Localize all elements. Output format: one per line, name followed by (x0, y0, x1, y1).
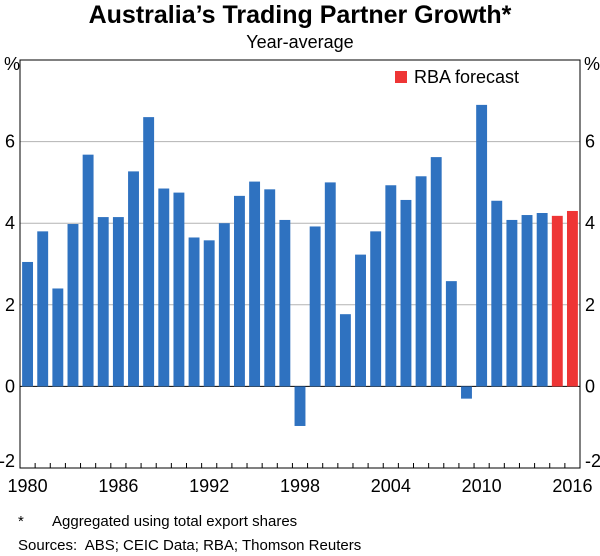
bar-1986 (112, 217, 124, 387)
bar-1985 (97, 217, 109, 387)
bar-2009 (461, 386, 472, 399)
y-tick-label-left: -2 (0, 451, 15, 471)
y-tick-label-left: 0 (5, 376, 15, 396)
bar-1984 (82, 154, 94, 387)
y-tick-label-right: -2 (585, 451, 600, 471)
bar-2001 (339, 314, 351, 387)
legend-swatch-forecast (395, 71, 407, 83)
sources-note: Sources: ABS; CEIC Data; RBA; Thomson Re… (18, 537, 362, 554)
bar-2006 (415, 176, 427, 387)
bar-2014 (536, 213, 548, 387)
x-tick-label: 2004 (371, 476, 411, 496)
y-tick-label-right: 2 (585, 295, 595, 315)
bar-forecast-2016 (566, 210, 578, 387)
axis-ticks (19, 463, 566, 468)
bar-1981 (37, 231, 49, 387)
y-tick-label-right: 0 (585, 376, 595, 396)
bar-2008 (445, 281, 457, 387)
y-unit-right: % (584, 54, 600, 74)
bar-1994 (234, 195, 245, 387)
bar-1996 (264, 189, 276, 387)
bar-1988 (143, 117, 155, 387)
x-tick-label: 2016 (552, 476, 592, 496)
x-tick-label: 1986 (98, 476, 138, 496)
x-tick-label: 1980 (8, 476, 48, 496)
bar-2000 (324, 182, 336, 387)
bar-2013 (521, 215, 533, 387)
bar-1993 (218, 223, 230, 387)
bar-2010 (476, 104, 488, 387)
bar-2007 (430, 157, 442, 387)
footnote-mark: * (18, 513, 24, 530)
legend-label-forecast: RBA forecast (414, 67, 519, 87)
bar-1983 (67, 224, 79, 387)
bar-2011 (491, 200, 503, 387)
bar-1987 (128, 171, 139, 387)
plot-frame (19, 59, 581, 469)
bar-1992 (203, 240, 215, 387)
bar-1997 (279, 219, 291, 387)
bar-2005 (400, 199, 412, 387)
bar-1989 (158, 188, 170, 387)
y-tick-label-right: 4 (585, 213, 595, 233)
axis-labels: -2 -2 0 0 2 2 4 4 6 6% % 1980 1986 1992 1998 2004 2010 20… (0, 54, 600, 496)
bar-1982 (52, 288, 64, 387)
y-unit-left: % (4, 54, 20, 74)
bar-2002 (355, 254, 366, 387)
x-tick-label: 1992 (189, 476, 229, 496)
bar-1999 (309, 226, 321, 387)
bar-2012 (506, 219, 518, 387)
bar-2003 (370, 231, 382, 387)
bar-2004 (385, 185, 397, 387)
x-tick-label: 2010 (462, 476, 502, 496)
y-tick-label-right: 6 (585, 132, 595, 152)
bar-1998 (294, 386, 306, 426)
footnote-text: Aggregated using total export shares (52, 513, 298, 530)
bar-1991 (188, 237, 200, 387)
y-tick-label-left: 4 (5, 213, 15, 233)
y-tick-label-left: 2 (5, 295, 15, 315)
bar-1995 (249, 181, 261, 387)
bar-1990 (173, 192, 185, 387)
y-tick-label-left: 6 (5, 132, 15, 152)
bars (22, 104, 578, 426)
x-tick-label: 1998 (280, 476, 320, 496)
bar-1980 (22, 261, 34, 387)
legend: RBA forecast (395, 67, 519, 87)
bar-forecast-2015 (551, 215, 563, 387)
chart-subtitle: Year-average (246, 32, 354, 52)
chart-title: Australia’s Trading Partner Growth* (88, 1, 512, 29)
